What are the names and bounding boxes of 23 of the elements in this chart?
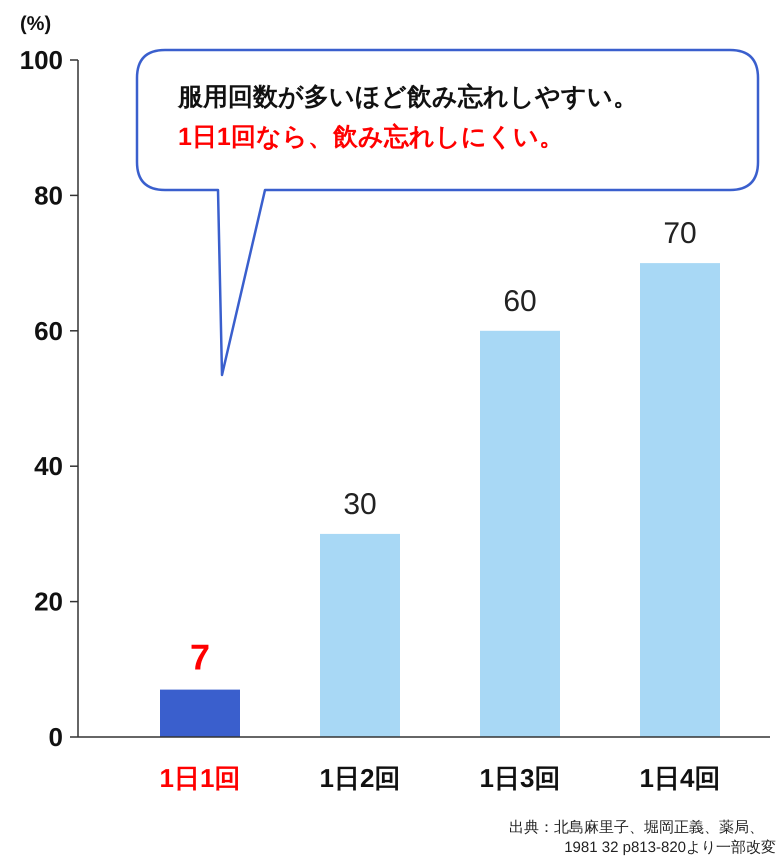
y-axis-title: (%) [20, 13, 52, 35]
bar [320, 534, 400, 737]
x-tick-label: 1日1回 [160, 763, 240, 793]
x-tick-label: 1日4回 [640, 763, 720, 793]
y-tick-label: 20 [34, 586, 63, 617]
bar [480, 330, 560, 737]
data-label: 70 [663, 217, 697, 250]
y-tick-label: 80 [34, 180, 63, 210]
bar [640, 263, 720, 737]
annotation: 服用回数が多いほど飲み忘れしやすい。 [177, 82, 638, 111]
source-note: 出典：北島麻里子、堀岡正義、薬局、 [509, 819, 764, 836]
y-tick-label: 100 [20, 45, 63, 75]
data-label: 7 [190, 636, 210, 678]
y-tick-label: 60 [34, 316, 63, 346]
y-tick-label: 0 [48, 722, 63, 752]
bar [160, 690, 240, 737]
y-tick-label: 40 [34, 451, 63, 482]
x-tick-label: 1日2回 [320, 763, 400, 793]
annotation: 1日1回なら、飲み忘れしにくい。 [178, 122, 564, 151]
data-label: 60 [503, 284, 537, 318]
data-label: 30 [343, 488, 377, 521]
x-tick-label: 1日3回 [480, 763, 560, 793]
text: 1981 32 p813-820より一部改変 [564, 839, 776, 856]
